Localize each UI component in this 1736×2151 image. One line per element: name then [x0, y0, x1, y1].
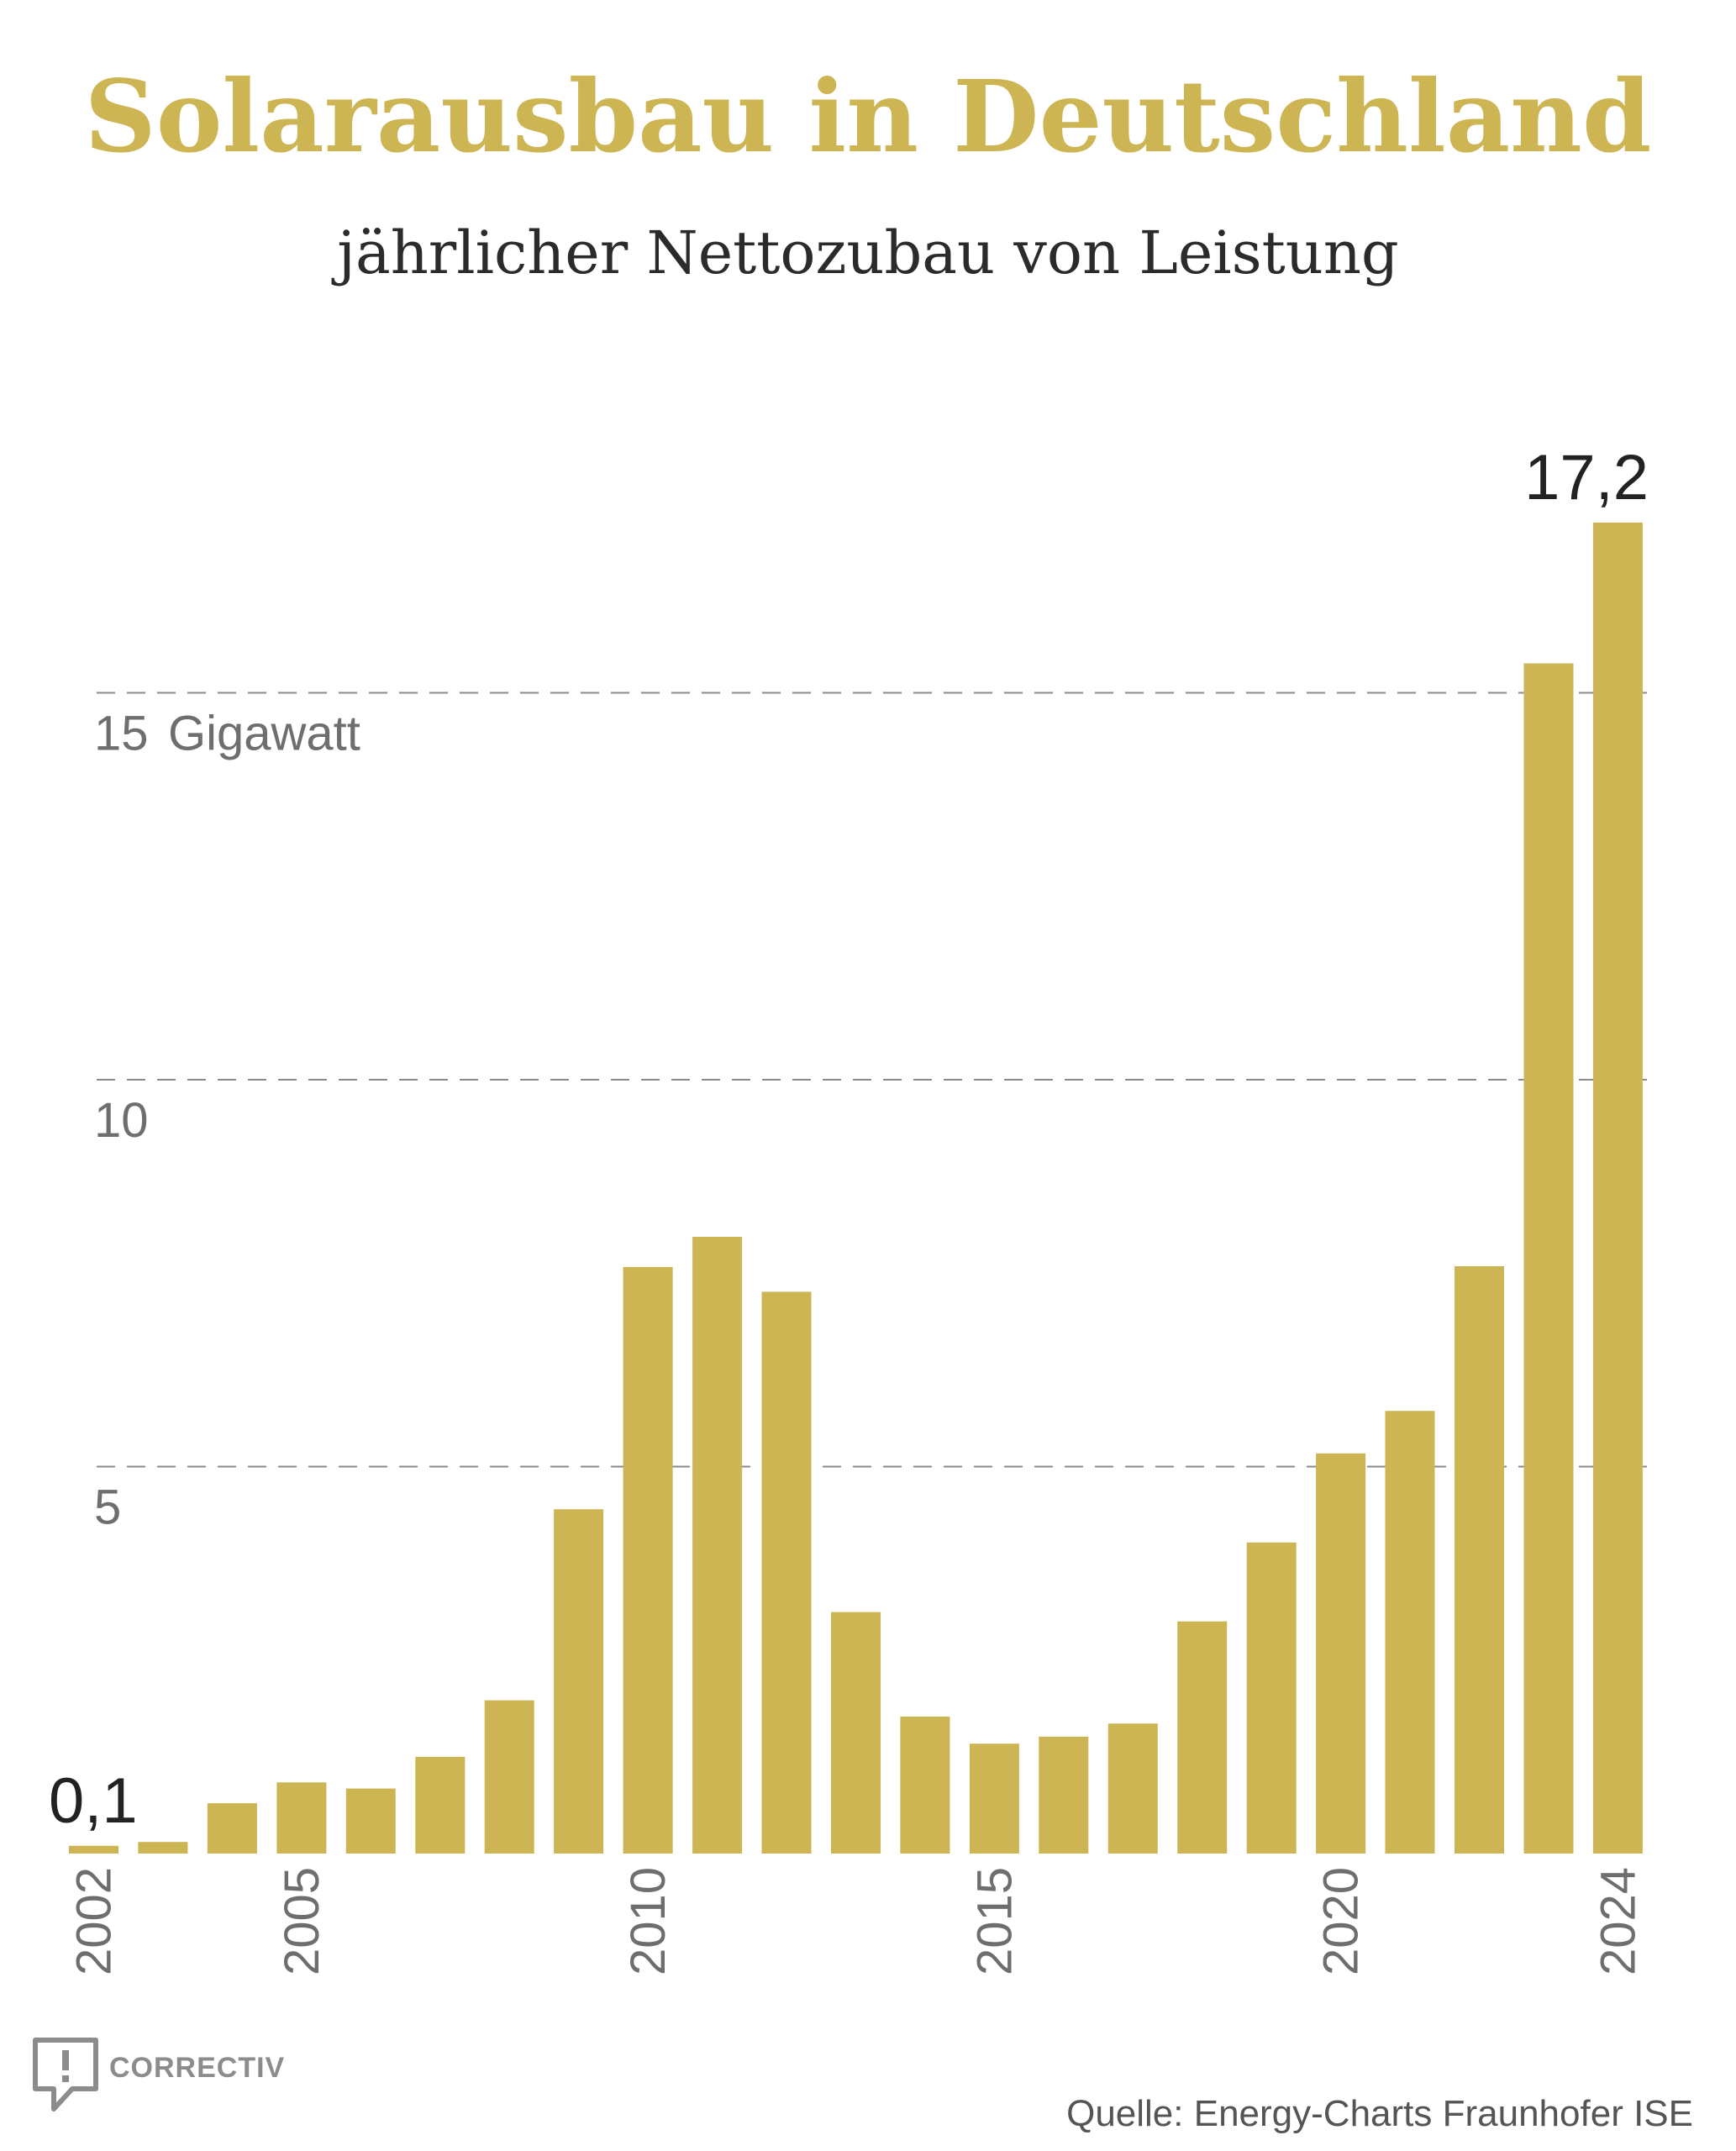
x-tick-label: 2010	[621, 1867, 676, 1975]
bar-2018	[1177, 1621, 1228, 1854]
x-tick-label: 2002	[67, 1867, 122, 1975]
bar-2008	[484, 1700, 534, 1854]
bar-2023	[1523, 663, 1574, 1854]
y-unit-label: Gigawatt	[168, 707, 360, 761]
bar-2015	[969, 1743, 1019, 1854]
bar-2014	[900, 1717, 950, 1854]
y-tick-label: 5	[94, 1480, 121, 1535]
bar-2007	[415, 1756, 466, 1854]
bar-2024	[1592, 522, 1643, 1854]
brand-name: CORRECTIV	[109, 2052, 285, 2084]
x-tick-label: 2024	[1591, 1867, 1645, 1975]
correctiv-logo-icon	[33, 2038, 98, 2112]
chart-subtitle: jährlicher Nettozubau von Leistung	[331, 218, 1398, 287]
bar-2003	[138, 1842, 188, 1854]
bar-2022	[1455, 1266, 1504, 1854]
bar-2016	[1039, 1736, 1089, 1854]
y-tick-label: 10	[94, 1093, 149, 1148]
bar-2005	[276, 1782, 327, 1854]
bar-2004	[207, 1803, 257, 1854]
bar-2011	[692, 1237, 743, 1854]
bar-2006	[345, 1788, 396, 1854]
x-axis-ticks: 2002 2005 2010 2015 2020 2024	[67, 1867, 1646, 1975]
x-tick-label: 2015	[967, 1867, 1022, 1975]
bars	[69, 522, 1643, 1854]
x-tick-label: 2020	[1314, 1867, 1369, 1975]
gridlines	[97, 692, 1647, 1468]
correctiv-logo: CORRECTIV	[33, 2038, 285, 2112]
bar-2013	[831, 1612, 881, 1854]
bar-2019	[1246, 1542, 1297, 1854]
data-label-2002: 0,1	[49, 1765, 138, 1837]
chart-title: Solarausbau in Deutschland	[85, 58, 1652, 175]
bar-2010	[623, 1266, 673, 1854]
bar-2009	[554, 1509, 604, 1854]
data-labels: 0,1 17,2	[49, 442, 1649, 1837]
bar-2020	[1316, 1453, 1366, 1854]
bar-2021	[1385, 1411, 1435, 1854]
source-note: Quelle: Energy-Charts Fraunhofer ISE	[1066, 2093, 1693, 2134]
bar-2002	[69, 1845, 118, 1854]
bar-2017	[1107, 1723, 1158, 1854]
bar-2012	[761, 1291, 812, 1854]
y-axis-ticks: 5 10 15 Gigawatt	[94, 707, 360, 1535]
x-tick-label: 2005	[275, 1867, 329, 1975]
data-label-2024: 17,2	[1524, 442, 1649, 513]
y-tick-label: 15	[94, 707, 149, 761]
